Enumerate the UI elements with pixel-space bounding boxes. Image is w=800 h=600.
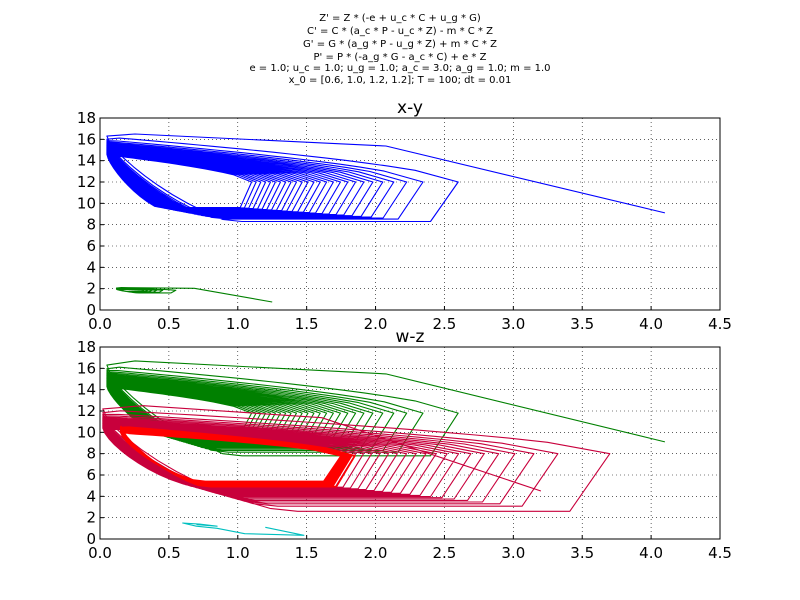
y-tick-label-wz: 8 [86,445,96,463]
x-tick-label-xy: 4.0 [639,315,663,333]
x-tick-label-wz: 3.5 [570,544,594,562]
y-tick-label-xy: 8 [86,216,96,234]
axes-frame-wz [99,346,721,540]
series-line-wz-3 [119,425,356,488]
series-line-xy-1 [106,133,666,223]
y-tick-label-xy: 18 [77,109,96,127]
series-line-xy-2 [115,287,273,303]
y-tick-label-wz: 6 [86,466,96,484]
series-xy [106,133,666,303]
y-tick-label-xy: 0 [86,301,96,319]
series-line-wz-2 [102,405,611,512]
equation-line-3: G' = G * (a_g * P - u_g * Z) + m * C * Z [303,39,497,50]
plot-title-wz: w-z [396,327,425,347]
ticks-xy: 0.0 0.5 1.0 1.5 2.0 2.5 3.0 3.5 4.0 4.5 0 2 4 6 8 10 12 1… [77,109,732,333]
series-line-wz-4 [182,522,305,536]
series-wz [102,360,666,536]
x-tick-label-wz: 2.5 [433,544,457,562]
y-tick-label-wz: 14 [77,381,96,399]
y-tick-label-xy: 12 [77,173,96,191]
x-tick-label-wz: 0.5 [157,544,181,562]
axes-frame-xy [99,117,721,311]
y-tick-label-xy: 14 [77,152,96,170]
plot-xy: x-y 0.0 0.5 1.0 1.5 2.0 2.5 3.0 3.5 4.0 4.5 0 2 4 6 8 1… [77,98,732,333]
y-tick-label-wz: 18 [77,338,96,356]
y-tick-label-wz: 2 [86,509,96,527]
initial-condition-line: x_0 = [0.6, 1.0, 1.2, 1.2]; T = 100; dt … [289,75,512,86]
ticks-wz: 0.0 0.5 1.0 1.5 2.0 2.5 3.0 3.5 4.0 4.5 0 2 4 6 8 10 12 1… [77,338,732,562]
y-tick-label-xy: 2 [86,280,96,298]
x-tick-label-xy: 1.5 [295,315,319,333]
y-tick-label-wz: 10 [77,423,96,441]
x-tick-label-xy: 4.5 [708,315,732,333]
equation-line-4: P' = P * (-a_g * G - a_c * C) + e * Z [314,52,487,63]
x-tick-label-xy: 0.0 [88,315,112,333]
plot-wz: w-z 0.0 0.5 1.0 1.5 2.0 2.5 3.0 3.5 4.0 4.5 0 2 4 6 8 1… [77,327,732,562]
x-tick-label-xy: 0.5 [157,315,181,333]
x-tick-label-wz: 4.0 [639,544,663,562]
x-tick-label-wz: 2.0 [364,544,388,562]
x-tick-label-xy: 3.5 [570,315,594,333]
y-tick-label-xy: 4 [86,258,96,276]
y-tick-label-wz: 4 [86,487,96,505]
equation-line-1: Z' = Z * (-e + u_c * C + u_g * G) [319,13,481,24]
equation-header: Z' = Z * (-e + u_c * C + u_g * G) C' = C… [249,13,550,86]
x-tick-label-xy: 1.0 [226,315,250,333]
x-tick-label-wz: 1.0 [226,544,250,562]
x-tick-label-xy: 3.0 [501,315,525,333]
plot-title-xy: x-y [397,98,423,118]
x-tick-label-wz: 4.5 [708,544,732,562]
equation-line-2: C' = C * (a_c * P - u_c * Z) - m * C * Z [307,26,493,37]
y-tick-label-xy: 16 [77,130,96,148]
series-line-wz-1 [106,360,666,457]
x-tick-label-wz: 3.0 [501,544,525,562]
x-tick-label-wz: 1.5 [295,544,319,562]
x-tick-label-xy: 2.0 [364,315,388,333]
y-tick-label-wz: 12 [77,402,96,420]
y-tick-label-wz: 16 [77,359,96,377]
parameter-line: e = 1.0; u_c = 1.0; u_g = 1.0; a_c = 3.0… [249,63,550,74]
y-tick-label-wz: 0 [86,530,96,548]
grid-wz [100,347,720,539]
y-tick-label-xy: 6 [86,237,96,255]
x-tick-label-wz: 0.0 [88,544,112,562]
x-tick-label-xy: 2.5 [433,315,457,333]
y-tick-label-xy: 10 [77,194,96,212]
